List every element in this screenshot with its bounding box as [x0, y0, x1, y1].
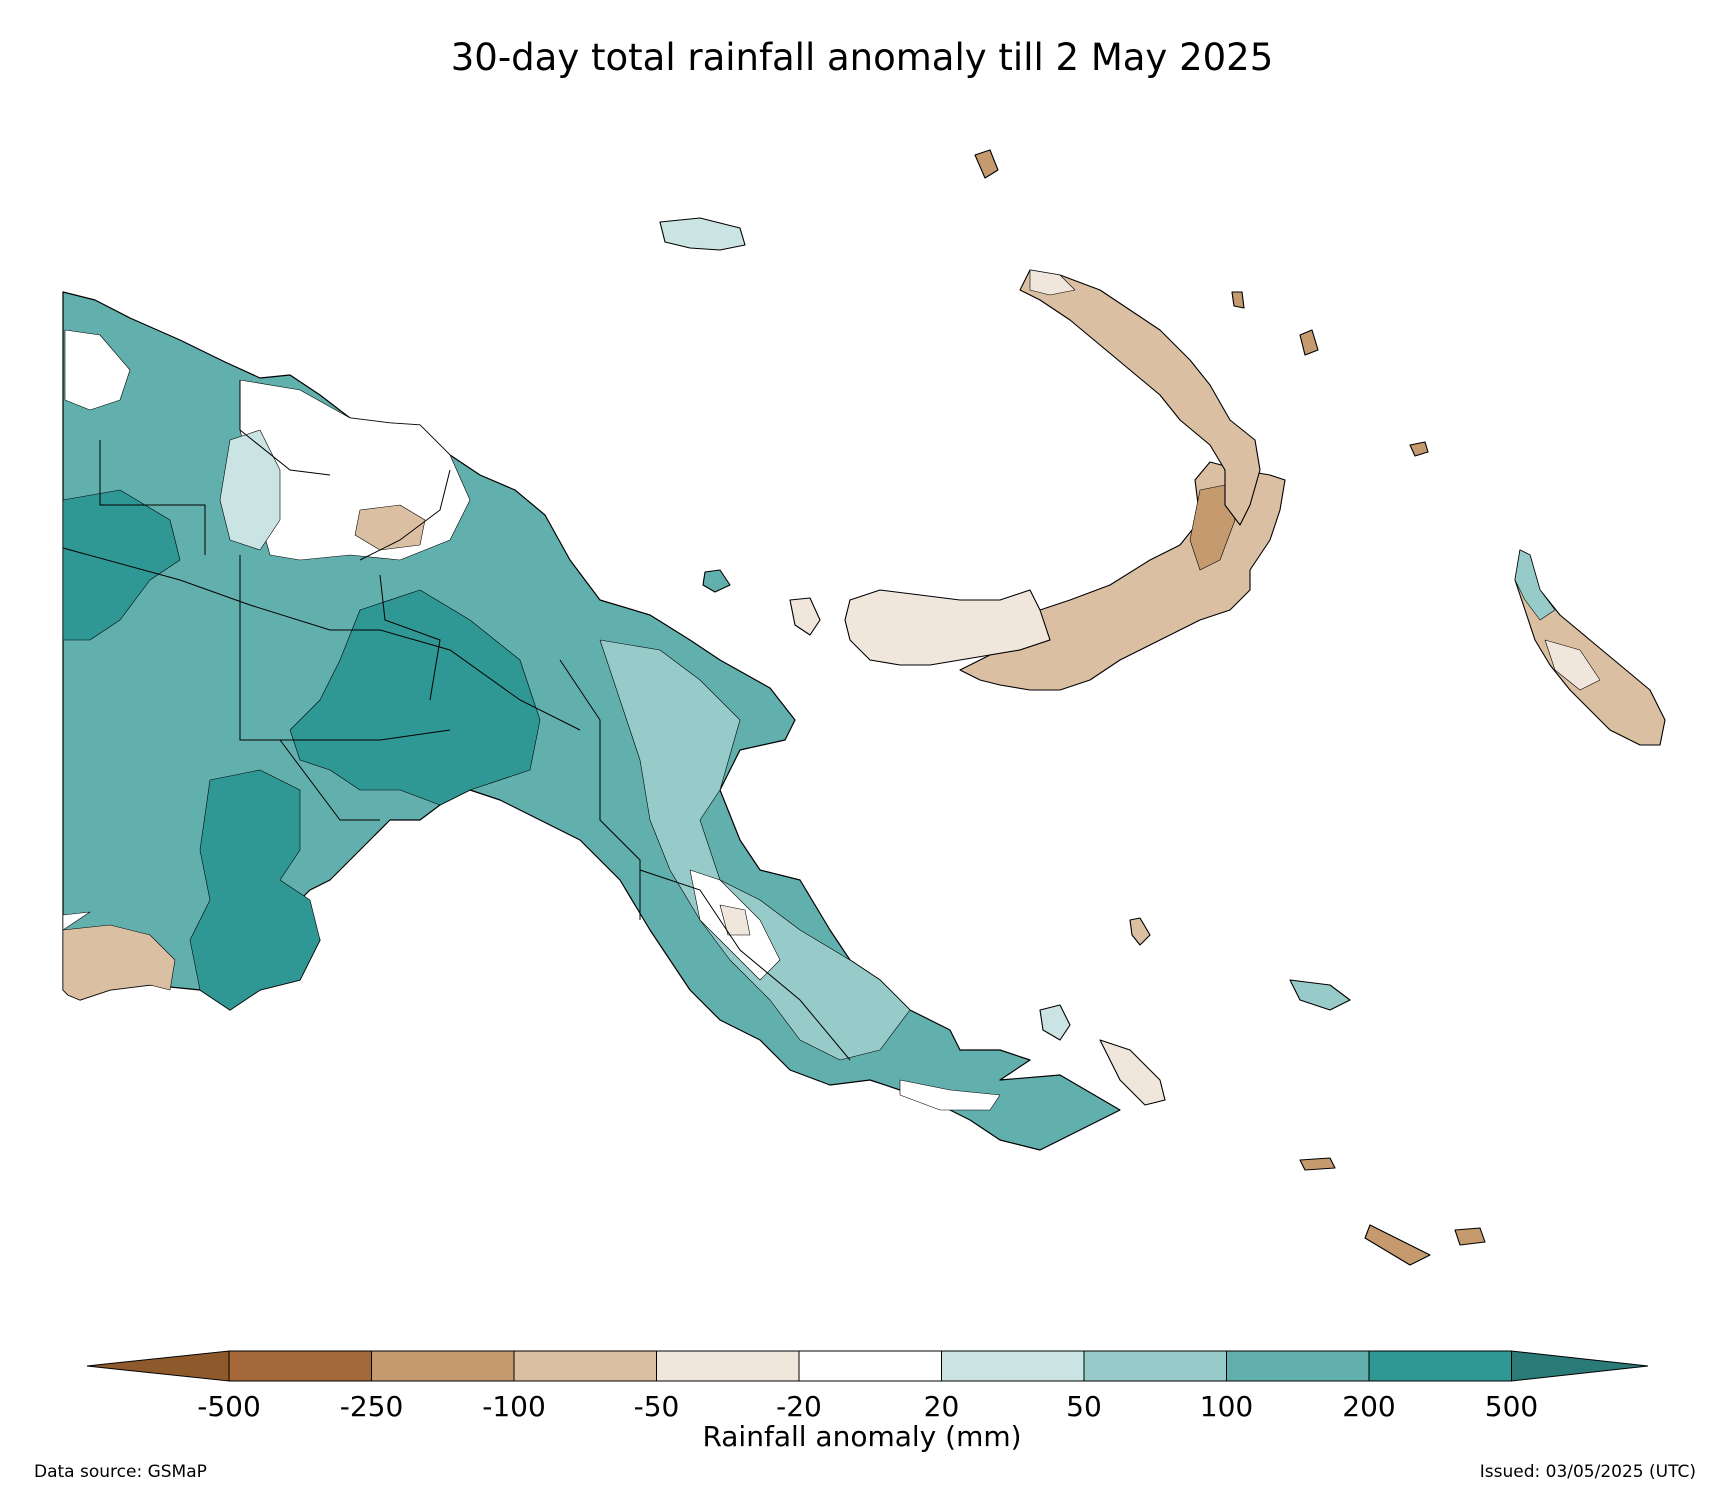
- island-north-tiny: [974, 149, 999, 179]
- island-tabar: [1231, 291, 1245, 309]
- island-milne-bay-3: [1299, 1157, 1336, 1171]
- colorbar-segment: [513, 1350, 657, 1382]
- colorbar-tick-label: 500: [1484, 1390, 1539, 1423]
- region-east-tip-white: [899, 1079, 1001, 1111]
- region-south-west-lowlands: [62, 924, 176, 1001]
- colorbar-tick-label: -50: [633, 1390, 680, 1423]
- region-central-highlands: [289, 589, 541, 806]
- island-bougainville: [1514, 549, 1666, 746]
- colorbar-extend-low: [86, 1350, 230, 1382]
- colorbar-segment: [228, 1350, 372, 1382]
- island-milne-bay-2: [1454, 1227, 1486, 1246]
- map-title: 30-day total rainfall anomaly till 2 May…: [450, 36, 1274, 79]
- region-west-deep: [62, 489, 181, 641]
- colorbar-tick-label: -500: [197, 1390, 261, 1423]
- island-normanby: [1099, 1039, 1166, 1106]
- colorbar-tick-label: -20: [776, 1390, 822, 1423]
- island-manus: [659, 217, 746, 251]
- region-south-deep: [189, 769, 321, 1011]
- region-peninsula-brown: [719, 904, 751, 936]
- island-d-entrecasteaux: [1129, 917, 1151, 946]
- colorbar-segment: [798, 1350, 942, 1382]
- bougainville-teal: [1514, 549, 1556, 621]
- region-north-brown: [354, 504, 426, 551]
- island-trobriand: [1289, 979, 1351, 1011]
- island-karkar: [702, 569, 731, 593]
- region-northern-coast-light: [219, 429, 281, 551]
- issued-date: Issued: 03/05/2025 (UTC): [1479, 1462, 1696, 1482]
- colorbar-extend-high: [1511, 1350, 1649, 1382]
- bougainville-white: [1544, 639, 1601, 691]
- colorbar-segment: [656, 1350, 800, 1382]
- data-source-note: Data source: GSMaP: [34, 1462, 207, 1482]
- new-ireland-white: [1029, 269, 1076, 296]
- colorbar-segment: [1368, 1350, 1512, 1382]
- island-umboi: [789, 597, 821, 636]
- region-west-white: [64, 329, 131, 411]
- colorbar-segment: [941, 1350, 1085, 1382]
- province-boundaries: [62, 380, 851, 1061]
- island-new-ireland: [1019, 269, 1261, 526]
- colorbar-tick-label: 200: [1342, 1390, 1396, 1423]
- island-lihir: [1409, 441, 1429, 457]
- island-milne-bay-1: [1364, 1224, 1431, 1266]
- colorbar-tick-label: 50: [1066, 1390, 1102, 1423]
- colorbar-tick-label: -250: [339, 1390, 404, 1423]
- colorbar-segment: [371, 1350, 515, 1382]
- region-papuan-peninsula: [599, 639, 911, 1061]
- colorbar-label: Rainfall anomaly (mm): [702, 1420, 1022, 1453]
- colorbar-tick-label: 100: [1199, 1390, 1254, 1423]
- colorbar-segment: [1083, 1350, 1227, 1382]
- colorbar-tick-label: -100: [482, 1390, 546, 1423]
- island-fergusson: [1039, 1004, 1071, 1041]
- region-sw-white: [62, 911, 91, 931]
- island-new-hanover: [1299, 329, 1319, 356]
- colorbar-tick-label: 20: [923, 1390, 960, 1423]
- colorbar-segment: [1226, 1350, 1370, 1382]
